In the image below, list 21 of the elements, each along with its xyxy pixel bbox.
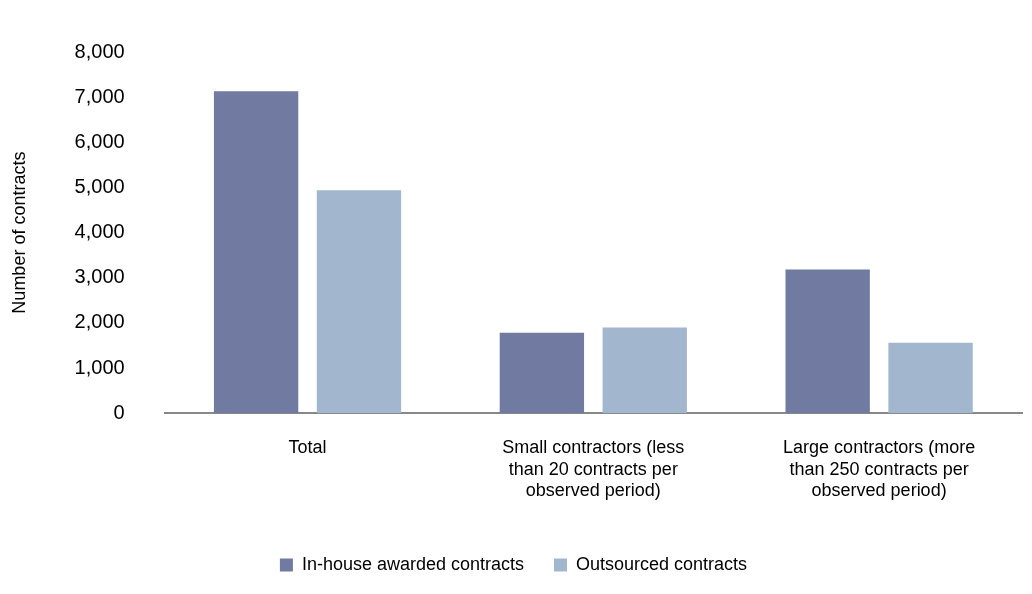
y-tick-label: 7,000: [74, 84, 125, 107]
y-tick-label: 4,000: [74, 220, 125, 243]
y-tick-label: 2,000: [74, 310, 125, 333]
bar: [785, 269, 870, 414]
x-tick-label: Large contractors (more than 250 contracts per observed period): [783, 436, 976, 501]
x-tick-label: Small contractors (less than 20 contracts per observed period): [502, 436, 685, 501]
legend-label: Outsourced contracts: [576, 553, 748, 574]
bar: [602, 327, 687, 414]
y-tick-label: 8,000: [74, 39, 125, 62]
y-tick-label: 5,000: [74, 174, 125, 197]
y-tick-label: 0: [113, 400, 125, 423]
bar: [213, 91, 299, 414]
legend-label: In-house awarded contracts: [301, 553, 525, 574]
bar: [316, 190, 402, 414]
y-tick-label: 1,000: [74, 355, 125, 378]
y-axis-title: Number of contracts: [8, 151, 29, 314]
bar: [888, 342, 973, 414]
bar: [499, 332, 585, 414]
x-tick-label: Total: [288, 436, 327, 457]
y-tick-label: 3,000: [74, 265, 125, 288]
y-tick-label: 6,000: [74, 129, 125, 152]
